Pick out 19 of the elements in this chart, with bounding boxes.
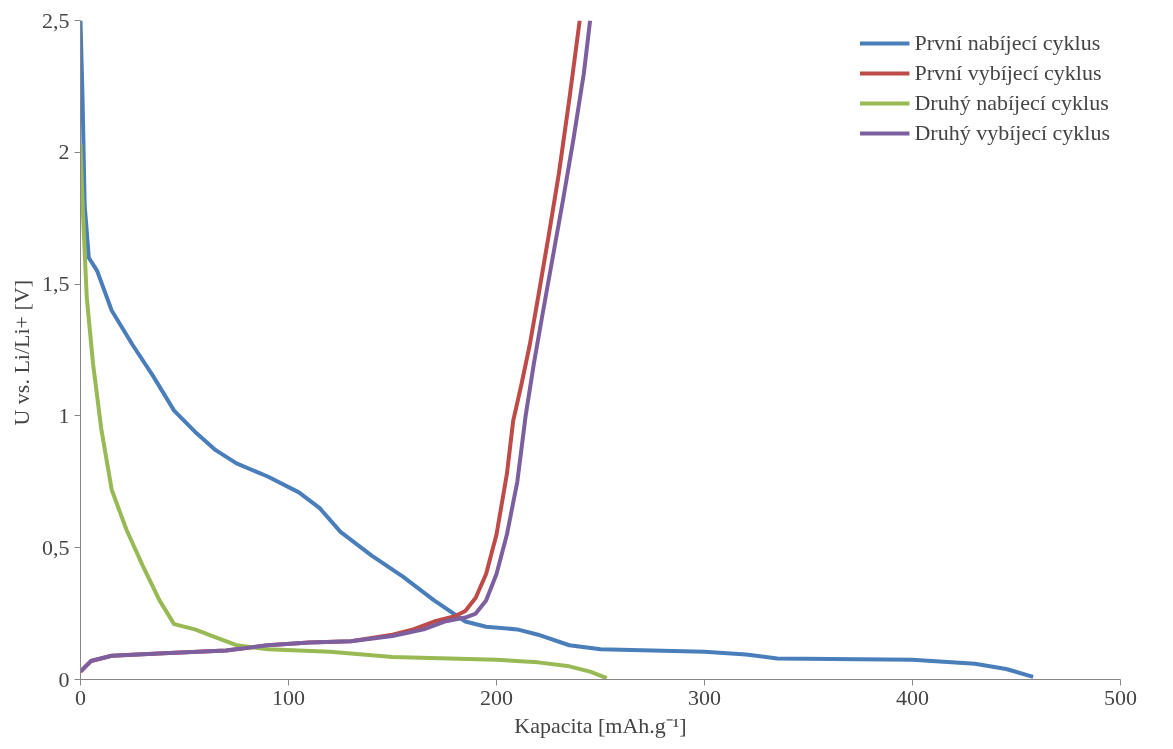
y-tick-label: 0,5: [42, 534, 70, 560]
legend-label: Druhý vybíjecí cyklus: [914, 120, 1110, 146]
y-tick-label: 1,5: [42, 271, 70, 297]
legend-label: První nabíjecí cyklus: [914, 30, 1101, 56]
line-series: [80, 142, 609, 680]
legend-label: První vybíjecí cyklus: [914, 60, 1102, 86]
x-tick-label: 400: [896, 684, 929, 710]
x-axis-title: Kapacita [mAh.g⁻¹]: [514, 712, 687, 738]
x-tick-label: 500: [1104, 684, 1137, 710]
y-tick-label: 2: [58, 139, 70, 165]
x-tick-label: 0: [75, 684, 86, 710]
x-tick-label: 300: [688, 684, 721, 710]
y-tick-label: 1: [58, 402, 70, 428]
y-axis-title: U vs. Li/Li+ [V]: [9, 279, 34, 426]
x-tick-label: 200: [480, 684, 513, 710]
legend-label: Druhý nabíjecí cyklus: [914, 90, 1109, 116]
x-tick-label: 100: [272, 684, 305, 710]
y-tick-label: 0: [58, 666, 70, 692]
y-tick-label: 2,5: [42, 7, 70, 33]
